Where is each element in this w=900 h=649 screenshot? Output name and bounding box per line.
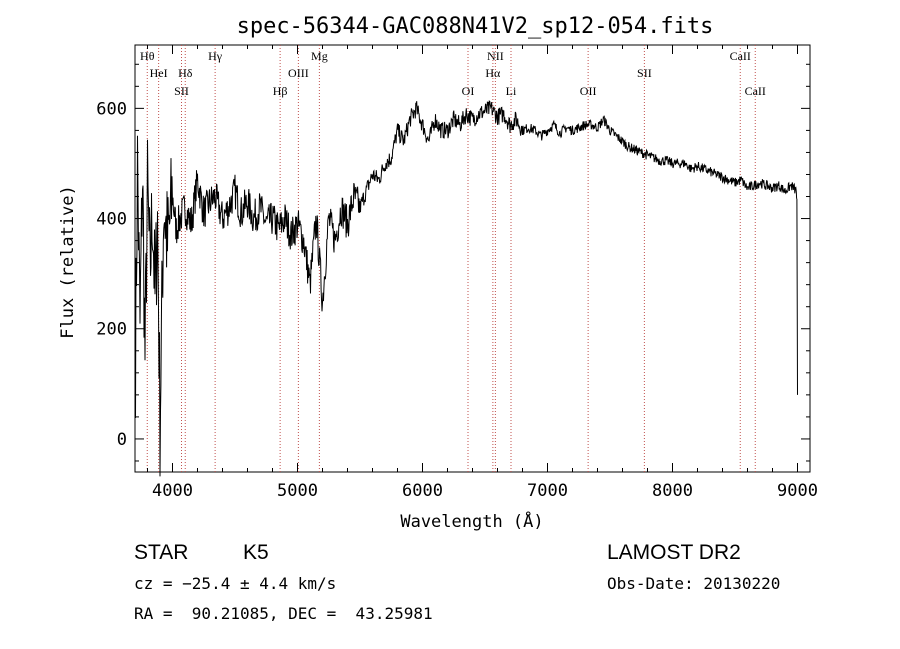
line-marker-label: CaII	[730, 49, 751, 63]
object-subclass: K5	[243, 541, 269, 564]
line-marker-label: Hδ	[178, 66, 193, 80]
x-axis-label: Wavelength (Å)	[400, 510, 543, 532]
line-marker-label: Hα	[485, 66, 501, 80]
y-tick-label: 200	[96, 320, 127, 340]
plot-frame	[134, 44, 811, 473]
chart-title: spec-56344-GAC088N41V2_sp12-054.fits	[237, 14, 714, 39]
x-tick-label: 9000	[777, 481, 818, 501]
line-marker-label: OII	[580, 84, 597, 98]
line-marker-label: Hβ	[273, 84, 288, 98]
survey-name: LAMOST DR2	[607, 541, 741, 564]
ra-dec-coordinates: RA = 90.21085, DEC = 43.25981	[134, 604, 433, 623]
x-tick-label: 7000	[527, 481, 568, 501]
line-marker-label: Li	[506, 84, 517, 98]
y-tick-label: 0	[117, 430, 127, 450]
x-tick-label: 4000	[152, 481, 193, 501]
line-marker-label: HeI	[150, 66, 168, 80]
observation-date: Obs-Date: 20130220	[607, 574, 781, 593]
line-marker-label: Hθ	[140, 49, 155, 63]
line-marker-label: Mg	[311, 49, 328, 63]
axis-tick-group: 4000 5000 6000 7000 8000 9000 0 200 400 600	[96, 45, 818, 501]
line-marker-label: CaII	[745, 84, 766, 98]
line-marker-label: SII	[174, 84, 189, 98]
line-marker-label: NII	[487, 49, 504, 63]
line-marker-label: Hγ	[208, 49, 223, 63]
spectrum-line	[134, 100, 798, 477]
y-tick-label: 400	[96, 210, 127, 230]
x-tick-label: 5000	[277, 481, 318, 501]
redshift-cz: cz = −25.4 ± 4.4 km/s	[134, 574, 337, 593]
line-marker-label: SII	[637, 66, 652, 80]
y-axis-label: Flux (relative)	[58, 185, 78, 339]
y-tick-label: 600	[96, 99, 127, 119]
x-tick-label: 8000	[652, 481, 693, 501]
object-class: STAR	[134, 541, 189, 564]
x-tick-label: 6000	[402, 481, 443, 501]
line-marker-label: OIII	[288, 66, 309, 80]
line-marker-label: OI	[462, 84, 475, 98]
